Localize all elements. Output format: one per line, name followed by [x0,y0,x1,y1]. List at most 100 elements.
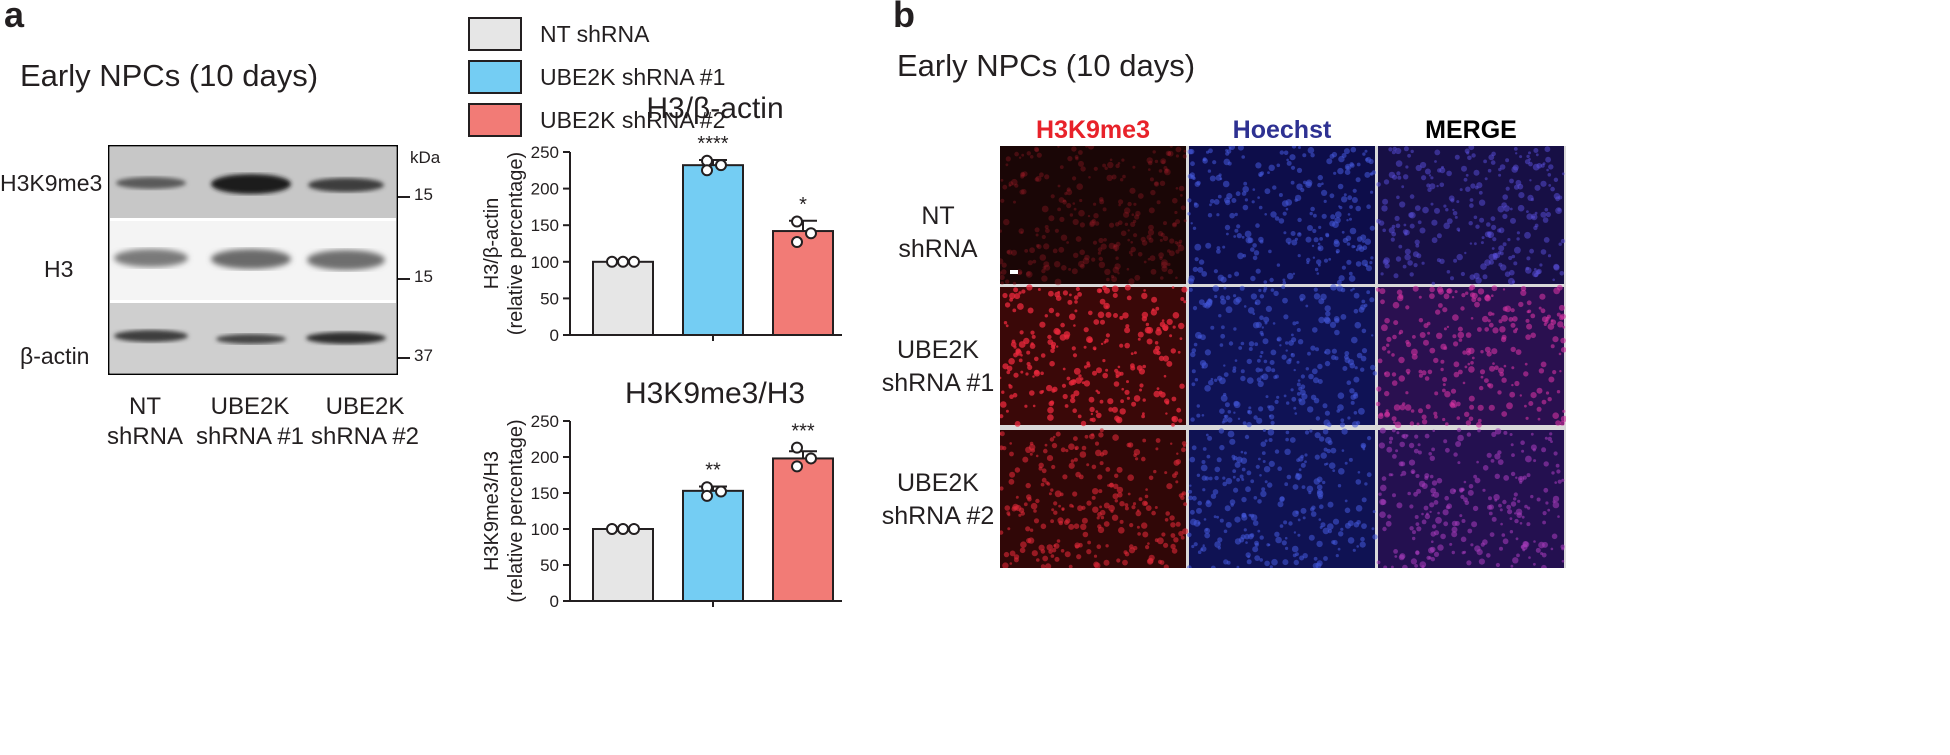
cell-nucleus [1144,326,1152,334]
cell-nucleus [1142,412,1145,416]
cell-nucleus [1502,242,1507,247]
cell-nucleus [1292,484,1299,490]
cell-nucleus [1190,351,1196,358]
cell-nucleus [1183,502,1187,506]
cell-nucleus [1204,532,1211,539]
cell-nucleus [1001,390,1005,394]
cell-nucleus [1247,377,1254,384]
cell-nucleus [1028,444,1036,451]
cell-nucleus [1431,540,1434,543]
cell-nucleus [1513,147,1518,151]
cell-nucleus [1509,530,1514,534]
cell-nucleus [1438,303,1443,308]
cell-nucleus [1557,321,1564,328]
cell-nucleus [1420,161,1427,169]
cell-nucleus [1132,219,1137,224]
cell-nucleus [1008,383,1011,387]
cell-nucleus [1318,298,1325,305]
cell-nucleus [1422,206,1429,214]
cell-nucleus [1453,258,1458,263]
cell-nucleus [1142,364,1146,369]
cell-nucleus [1556,469,1561,474]
cell-nucleus [1467,528,1473,534]
cell-nucleus [1350,163,1355,168]
cell-nucleus [1450,399,1457,406]
cell-nucleus [1366,290,1371,295]
cell-nucleus [1097,251,1101,255]
cell-nucleus [1296,328,1301,332]
cell-nucleus [1242,186,1249,193]
cell-nucleus [1227,274,1232,279]
cell-nucleus [1393,404,1401,411]
cell-nucleus [1160,261,1168,269]
cell-nucleus [1443,439,1448,444]
cell-nucleus [1287,242,1291,245]
cell-nucleus [1434,207,1440,214]
cell-nucleus [1250,247,1255,252]
cell-nucleus [1502,288,1506,291]
cell-nucleus [1260,171,1265,176]
cell-nucleus [1183,149,1187,153]
cell-nucleus [1269,360,1275,365]
cell-nucleus [1471,356,1475,360]
cell-nucleus [1338,531,1344,537]
cell-nucleus [1329,321,1337,328]
cell-nucleus [1043,243,1050,250]
cell-nucleus [1268,438,1273,442]
cell-nucleus [1066,376,1071,381]
cell-nucleus [1172,312,1180,319]
cell-nucleus [1072,176,1077,181]
cell-nucleus [1107,161,1114,169]
cell-nucleus [1410,558,1417,565]
cell-nucleus [1022,456,1029,463]
cell-nucleus [1484,259,1491,266]
cell-nucleus [1391,565,1394,569]
panel-b-letter: b [893,0,915,35]
cell-nucleus [1145,545,1150,550]
cell-nucleus [1197,266,1204,273]
cell-nucleus [1041,468,1047,474]
cell-nucleus [1538,306,1542,310]
cell-nucleus [1161,265,1168,272]
cell-nucleus [1544,146,1551,153]
cell-nucleus [1466,560,1472,566]
cell-nucleus [1261,451,1266,455]
cell-nucleus [1020,370,1024,374]
cell-nucleus [1275,536,1282,544]
cell-nucleus [1073,457,1078,462]
cell-nucleus [1270,420,1275,425]
cell-nucleus [1288,521,1293,526]
cell-nucleus [1545,391,1550,395]
cell-nucleus [1296,458,1300,462]
cell-nucleus [1362,239,1365,243]
cell-nucleus [1075,156,1079,161]
cell-nucleus [1182,154,1187,159]
cell-nucleus [1336,250,1339,254]
cell-nucleus [1388,440,1393,444]
cell-nucleus [1068,564,1073,569]
cell-nucleus [1281,354,1287,360]
cell-nucleus [1426,183,1431,188]
cell-nucleus [1013,200,1016,204]
cell-nucleus [1282,559,1289,566]
cell-nucleus [1216,515,1219,519]
cell-nucleus [1413,263,1418,268]
cell-nucleus [1161,532,1166,537]
cell-nucleus [1044,443,1048,447]
cell-nucleus [1462,350,1467,355]
cell-nucleus [1264,480,1268,484]
cell-nucleus [1006,511,1011,515]
cell-nucleus [1498,503,1502,508]
cell-nucleus [1458,338,1463,342]
panel-a-subtitle: Early NPCs (10 days) [20,58,319,93]
cell-nucleus [1026,538,1032,544]
cell-nucleus [1217,194,1222,199]
cell-nucleus [1399,404,1406,411]
cell-nucleus [1225,151,1230,156]
cell-nucleus [1039,254,1047,261]
cell-nucleus [1509,517,1513,520]
cell-nucleus [1331,348,1337,354]
cell-nucleus [1371,527,1375,531]
cell-nucleus [1396,502,1403,509]
cell-nucleus [1552,495,1560,503]
